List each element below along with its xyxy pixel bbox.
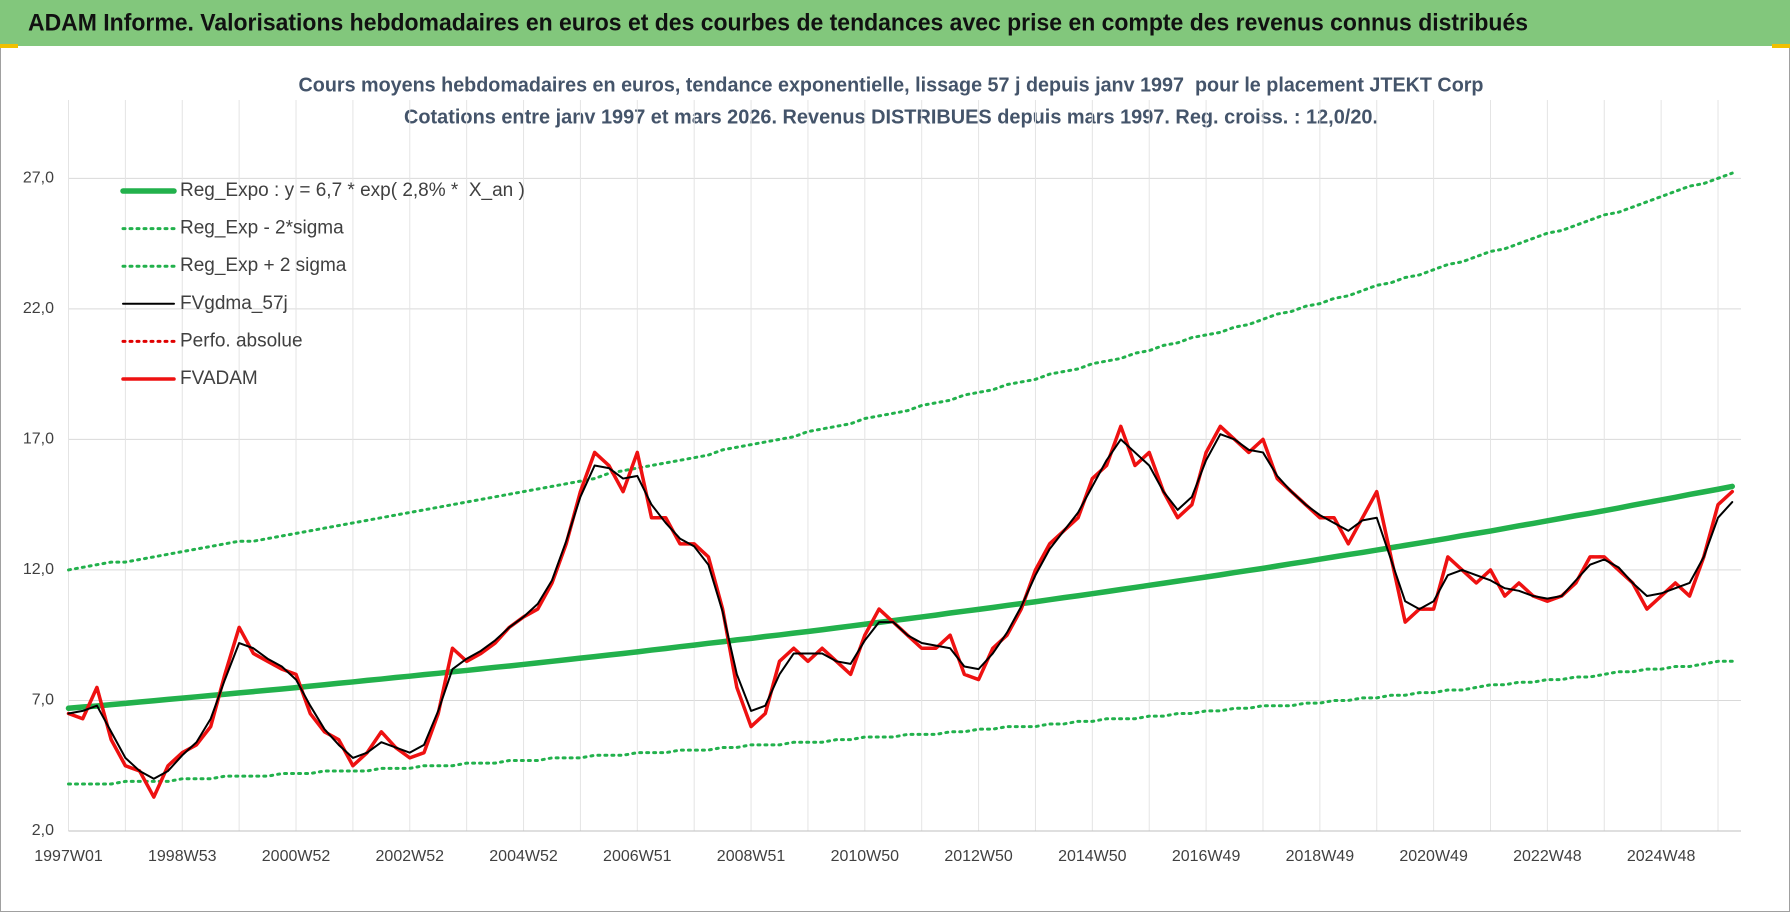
x-tick-label: 2000W52 — [262, 848, 331, 865]
x-tick-label: 2008W51 — [717, 848, 786, 865]
chart-title: Cours moyens hebdomadaires en euros, ten… — [299, 74, 1484, 96]
y-tick-label: 7,0 — [32, 692, 54, 709]
x-tick-label: 2016W49 — [1172, 848, 1241, 865]
series-line — [67, 171, 1734, 572]
y-tick-label: 22,0 — [23, 300, 54, 317]
x-tick-label: 2020W49 — [1399, 848, 1468, 865]
y-tick-label: 2,0 — [32, 822, 54, 839]
legend-label: Reg_Exp - 2*sigma — [180, 218, 344, 239]
y-tick-label: 27,0 — [23, 170, 54, 187]
corner-mark — [1772, 44, 1790, 48]
y-tick-label: 12,0 — [23, 561, 54, 578]
legend-label: Perfo. absolue — [180, 330, 303, 351]
x-tick-label: 2022W48 — [1513, 848, 1582, 865]
corner-mark — [0, 44, 18, 48]
legend-label: FVgdma_57j — [180, 293, 288, 314]
legend-label: FVADAM — [180, 368, 258, 389]
series-line — [65, 483, 1735, 712]
x-tick-label: 2018W49 — [1286, 848, 1355, 865]
x-tick-label: 1997W01 — [34, 848, 103, 865]
x-tick-label: 1998W53 — [148, 848, 217, 865]
x-tick-label: 2024W48 — [1627, 848, 1696, 865]
plot-area: 2,0 7,0 12,0 17,0 22,0 27,0 1997W01 1998W53 2000… — [23, 100, 1741, 865]
x-tick-label: 2014W50 — [1058, 848, 1127, 865]
series-line — [67, 433, 1734, 780]
x-tick-label: 2010W50 — [831, 848, 900, 865]
legend-label: Reg_Expo : y = 6,7 * exp( 2,8% * X_an ) — [180, 180, 525, 201]
chart-subtitle: Cotations entre janv 1997 et mars 2026. … — [404, 106, 1378, 128]
header-bar — [0, 0, 1790, 46]
header-title: ADAM Informe. Valorisations hebdomadaire… — [28, 9, 1528, 36]
legend-label: Reg_Exp + 2 sigma — [180, 255, 347, 276]
y-tick-label: 17,0 — [23, 431, 54, 448]
x-tick-label: 2004W52 — [489, 848, 558, 865]
series-line — [67, 659, 1734, 786]
x-tick-label: 2006W51 — [603, 848, 672, 865]
x-tick-label: 2012W50 — [944, 848, 1013, 865]
x-tick-label: 2002W52 — [376, 848, 445, 865]
